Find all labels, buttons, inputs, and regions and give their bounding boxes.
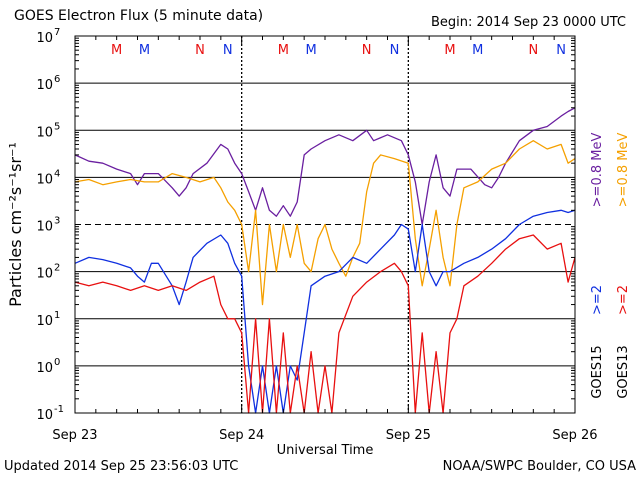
legend-entry: >=2 xyxy=(616,285,631,315)
y-tick-label: 10 xyxy=(36,31,53,46)
y-tick-label: 10 xyxy=(36,361,53,376)
y-tick-exponent: 0 xyxy=(54,357,60,368)
y-tick-label: 10 xyxy=(36,267,53,282)
instrument-marker: N xyxy=(556,43,566,58)
y-tick-label: 10 xyxy=(36,125,53,140)
y-tick-exponent: 7 xyxy=(54,27,60,38)
credit-text: NOAA/SWPC Boulder, CO USA xyxy=(442,459,636,474)
instrument-marker: M xyxy=(444,43,455,58)
y-tick-label: 10 xyxy=(36,172,53,187)
instrument-marker: N xyxy=(223,43,233,58)
y-tick-exponent: 2 xyxy=(54,263,60,274)
y-tick-exponent: 4 xyxy=(54,168,60,179)
y-tick-label: 10 xyxy=(36,408,53,423)
x-axis-label: Universal Time xyxy=(277,443,374,458)
x-tick-label: Sep 24 xyxy=(219,428,264,443)
instrument-marker: M xyxy=(139,43,150,58)
y-tick-exponent: 5 xyxy=(54,121,60,132)
y-tick-exponent: -1 xyxy=(54,404,64,415)
updated-timestamp: Updated 2014 Sep 25 23:56:03 UTC xyxy=(4,459,239,474)
instrument-marker: N xyxy=(528,43,538,58)
instrument-marker: M xyxy=(278,43,289,58)
legend-entry: >=2 xyxy=(590,285,605,315)
y-tick-label: 10 xyxy=(36,78,53,93)
instrument-marker: N xyxy=(362,43,372,58)
y-tick-exponent: 1 xyxy=(54,310,60,321)
y-tick-exponent: 3 xyxy=(54,216,60,227)
x-tick-label: Sep 23 xyxy=(52,428,97,443)
begin-time: Begin: 2014 Sep 23 0000 UTC xyxy=(430,15,626,30)
series-line xyxy=(74,234,576,414)
legend-entry: GOES15 xyxy=(590,345,605,398)
series-line xyxy=(74,209,576,414)
instrument-marker: N xyxy=(195,43,205,58)
series-line xyxy=(74,107,576,226)
instrument-marker: M xyxy=(111,43,122,58)
legend-entry: GOES13 xyxy=(616,345,631,398)
y-tick-exponent: 6 xyxy=(54,74,60,85)
y-tick-label: 10 xyxy=(36,220,53,235)
y-tick-label: 10 xyxy=(36,314,53,329)
legend-entry: >=0.8 MeV xyxy=(590,133,605,208)
series-line xyxy=(74,140,576,306)
chart-title: GOES Electron Flux (5 minute data) xyxy=(14,8,264,24)
x-tick-label: Sep 25 xyxy=(386,428,431,443)
legend-entry: >=0.8 MeV xyxy=(616,133,631,208)
instrument-marker: N xyxy=(390,43,400,58)
instrument-marker: M xyxy=(472,43,483,58)
instrument-marker: M xyxy=(306,43,317,58)
y-axis-label: Particles cm⁻²s⁻¹sr⁻¹ xyxy=(6,142,25,307)
x-tick-label: Sep 26 xyxy=(552,428,597,443)
